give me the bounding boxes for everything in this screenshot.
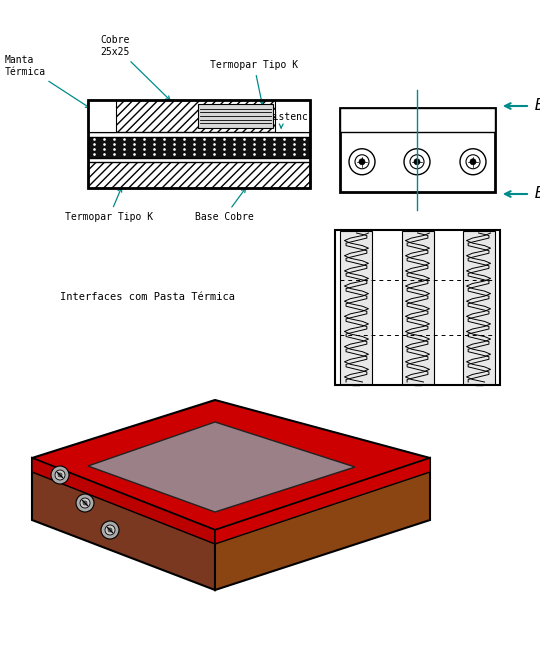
Circle shape	[76, 494, 94, 512]
Bar	[340, 108, 495, 192]
Text: Manta
Térmica: Manta Térmica	[5, 55, 90, 107]
Circle shape	[55, 470, 65, 480]
Bar	[275, 100, 310, 132]
Text: B: B	[535, 186, 540, 202]
Polygon shape	[32, 458, 215, 590]
Text: Resistenc: Resistenc	[255, 112, 308, 128]
Circle shape	[83, 501, 87, 505]
Bar	[198, 104, 273, 128]
Circle shape	[410, 155, 424, 169]
Bar	[88, 100, 310, 132]
Circle shape	[404, 149, 430, 175]
Circle shape	[80, 498, 90, 508]
Text: Termopar Tipo K: Termopar Tipo K	[210, 60, 298, 104]
Text: Base Cobre: Base Cobre	[195, 188, 254, 222]
Polygon shape	[32, 458, 215, 544]
Text: B: B	[535, 98, 540, 113]
Text: Termopar Tipo K: Termopar Tipo K	[65, 188, 153, 222]
Bar	[88, 137, 310, 158]
Circle shape	[58, 473, 62, 477]
Bar	[402, 231, 434, 384]
Text: Cobre
25x25: Cobre 25x25	[100, 36, 170, 100]
Text: Interfaces com Pasta Térmica: Interfaces com Pasta Térmica	[60, 293, 235, 302]
Polygon shape	[215, 458, 430, 590]
Circle shape	[105, 525, 115, 535]
Circle shape	[349, 149, 375, 175]
Polygon shape	[88, 422, 355, 512]
Bar	[463, 231, 495, 384]
Circle shape	[355, 155, 369, 169]
Bar	[88, 100, 116, 132]
Bar	[335, 230, 500, 385]
Circle shape	[414, 159, 420, 165]
Circle shape	[466, 155, 480, 169]
Bar	[88, 100, 310, 188]
Circle shape	[460, 149, 486, 175]
Circle shape	[101, 521, 119, 539]
Bar	[340, 231, 373, 384]
Circle shape	[108, 528, 112, 532]
Circle shape	[470, 159, 476, 165]
Circle shape	[359, 159, 365, 165]
Polygon shape	[32, 400, 430, 530]
Bar	[340, 108, 495, 132]
Polygon shape	[215, 458, 430, 544]
Circle shape	[51, 466, 69, 484]
Bar	[88, 162, 310, 188]
